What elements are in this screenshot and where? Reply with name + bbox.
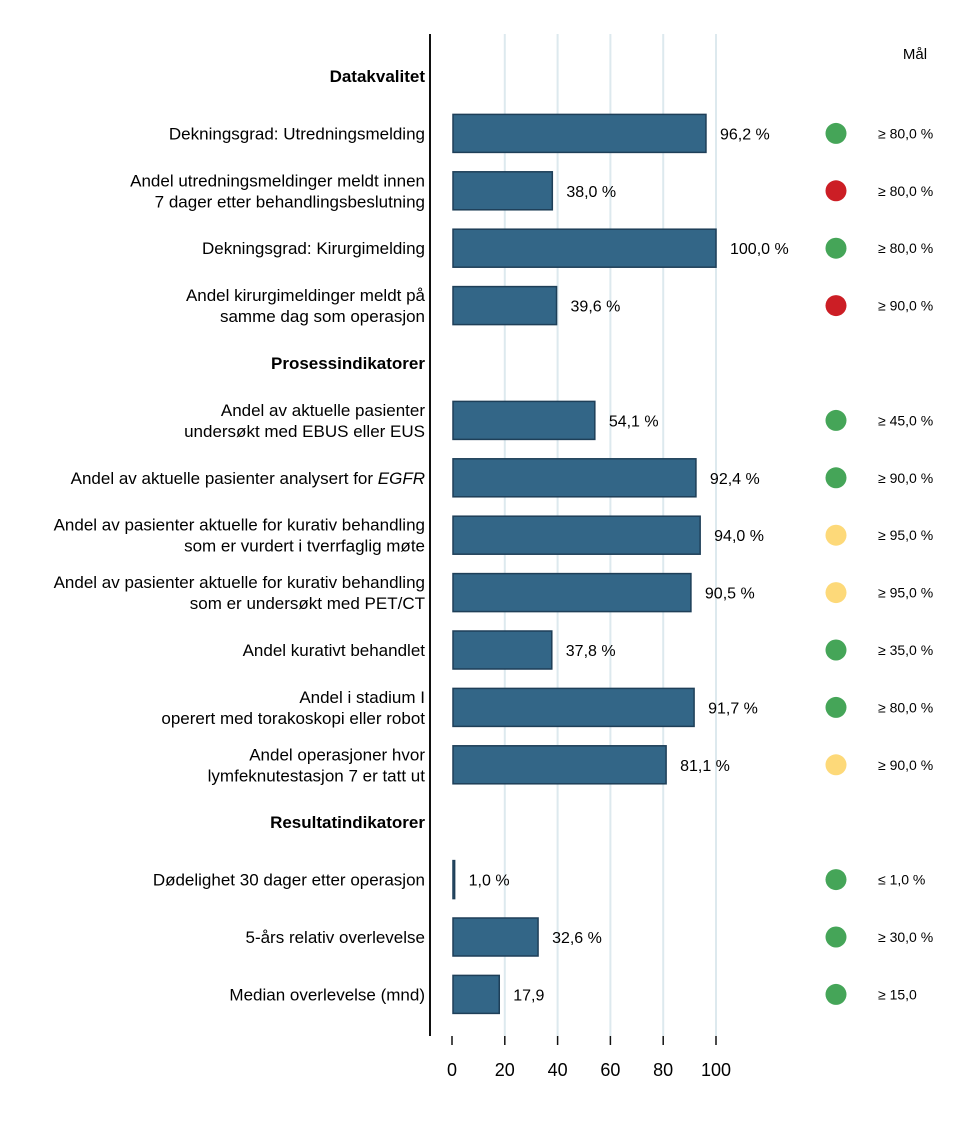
- category-label-line: samme dag som operasjon: [220, 307, 425, 326]
- status-dot-green: [825, 639, 847, 661]
- x-tick-label: 40: [548, 1060, 568, 1080]
- status-dots: [825, 122, 847, 1005]
- category-label-line: Andel operasjoner hvor: [249, 745, 425, 764]
- status-dot-yellow: [825, 524, 847, 546]
- value-label: 92,4 %: [710, 471, 760, 488]
- category-label-line: Dekningsgrad: Kirurgimelding: [202, 239, 425, 258]
- category-label-line: 7 dager etter behandlingsbeslutning: [155, 192, 425, 211]
- bar: [452, 171, 554, 211]
- category-label-text: Andel av aktuelle pasienter analysert fo…: [71, 469, 378, 488]
- bar: [452, 113, 707, 154]
- value-labels: 96,2 % 38,0 % 100,0 % 39,6 % 54,1 % 92,4 % 94,…: [469, 126, 789, 1004]
- goal-label: ≥ 30,0 %: [878, 929, 933, 945]
- goal-label: ≥ 90,0 %: [878, 470, 933, 486]
- x-axis-ticks: 0 20 40 60 80 100: [447, 1036, 731, 1080]
- bar: [452, 285, 558, 326]
- status-dot-green: [825, 983, 847, 1005]
- bar: [452, 630, 553, 670]
- value-label: 100,0 %: [730, 241, 789, 258]
- x-tick-label: 20: [495, 1060, 515, 1080]
- goal-label: ≥ 45,0 %: [878, 412, 933, 428]
- category-label-line: som er undersøkt med PET/CT: [190, 594, 425, 613]
- value-label: 37,8 %: [566, 643, 616, 660]
- goal-header: Mål: [903, 46, 927, 63]
- goal-label: ≥ 80,0 %: [878, 183, 933, 199]
- category-label-line: Dødelighet 30 dager etter operasjon: [153, 871, 425, 890]
- category-label-italic: EGFR: [378, 469, 425, 488]
- status-dot-green: [825, 409, 847, 431]
- goal-label: ≥ 35,0 %: [878, 642, 933, 658]
- status-dot-green: [825, 926, 847, 948]
- value-label: 38,0 %: [566, 184, 616, 201]
- value-label: 54,1 %: [609, 413, 659, 430]
- value-label: 90,5 %: [705, 586, 755, 603]
- category-label-line: 5-års relativ overlevelse: [245, 928, 425, 947]
- goal-label: ≥ 80,0 %: [878, 699, 933, 715]
- status-dot-green: [825, 122, 847, 144]
- status-dot-yellow: [825, 754, 847, 776]
- x-tick-label: 60: [600, 1060, 620, 1080]
- goal-labels: ≥ 80,0 % ≥ 80,0 % ≥ 80,0 % ≥ 90,0 % ≥ 45,0 %…: [878, 125, 933, 1002]
- bar: [452, 458, 697, 498]
- goal-label: ≥ 90,0 %: [878, 757, 933, 773]
- status-dot-green: [825, 467, 847, 489]
- goal-label: ≥ 80,0 %: [878, 240, 933, 256]
- x-tick-label: 100: [701, 1060, 731, 1080]
- category-label-line: Andel av aktuelle pasienter: [221, 401, 425, 420]
- goal-label: ≥ 95,0 %: [878, 585, 933, 601]
- goal-label: ≥ 80,0 %: [878, 125, 933, 141]
- goal-label: ≥ 95,0 %: [878, 527, 933, 543]
- category-label-line: Andel kirurgimeldinger meldt på: [186, 286, 426, 305]
- goal-label: ≤ 1,0 %: [878, 872, 925, 888]
- value-label: 81,1 %: [680, 758, 730, 775]
- category-label-line: lymfeknutestasjon 7 er tatt ut: [208, 766, 426, 785]
- bar: [452, 515, 701, 555]
- status-dot-red: [825, 180, 847, 202]
- status-dot-red: [825, 295, 847, 317]
- bar: [452, 687, 695, 728]
- category-label-line: Andel av pasienter aktuelle for kurativ …: [54, 573, 425, 592]
- category-label-line: Dekningsgrad: Utredningsmelding: [169, 124, 425, 143]
- category-label-line: Andel kurativt behandlet: [243, 641, 426, 660]
- row-labels: Datakvalitet Dekningsgrad: Utredningsmeld…: [54, 67, 426, 1004]
- category-label-line: Andel i stadium I: [299, 688, 425, 707]
- category-label-line: operert med torakoskopi eller robot: [161, 709, 425, 728]
- bar: [452, 859, 456, 900]
- bar: [452, 400, 596, 441]
- category-label-line: Median overlevelse (mnd): [229, 985, 425, 1004]
- value-label: 91,7 %: [708, 700, 758, 717]
- category-label-line: undersøkt med EBUS eller EUS: [184, 422, 425, 441]
- goal-label: ≥ 15,0: [878, 986, 917, 1002]
- section-heading: Datakvalitet: [330, 67, 426, 86]
- value-label: 1,0 %: [469, 873, 510, 890]
- section-heading: Prosessindikatorer: [271, 354, 425, 373]
- bar: [452, 974, 501, 1015]
- category-label-line: Andel av aktuelle pasienter analysert fo…: [71, 469, 425, 488]
- category-label-line: som er vurdert i tverrfaglig møte: [184, 537, 425, 556]
- status-dot-green: [825, 869, 847, 891]
- status-dot-green: [825, 237, 847, 259]
- value-label: 96,2 %: [720, 126, 770, 143]
- bar: [452, 745, 667, 785]
- value-label: 94,0 %: [714, 528, 764, 545]
- value-label: 39,6 %: [571, 299, 621, 316]
- category-label-line: Andel utredningsmeldinger meldt innen: [130, 171, 425, 190]
- value-label: 17,9: [513, 987, 544, 1004]
- bar: [452, 572, 692, 613]
- x-tick-label: 80: [653, 1060, 673, 1080]
- status-dot-yellow: [825, 582, 847, 604]
- bar: [452, 228, 717, 268]
- section-heading: Resultatindikatorer: [270, 813, 425, 832]
- bars: [452, 113, 717, 1015]
- category-label-line: Andel av pasienter aktuelle for kurativ …: [54, 516, 425, 535]
- bar: [452, 917, 539, 957]
- x-tick-label: 0: [447, 1060, 457, 1080]
- status-dot-green: [825, 696, 847, 718]
- value-label: 32,6 %: [552, 930, 602, 947]
- goal-label: ≥ 90,0 %: [878, 298, 933, 314]
